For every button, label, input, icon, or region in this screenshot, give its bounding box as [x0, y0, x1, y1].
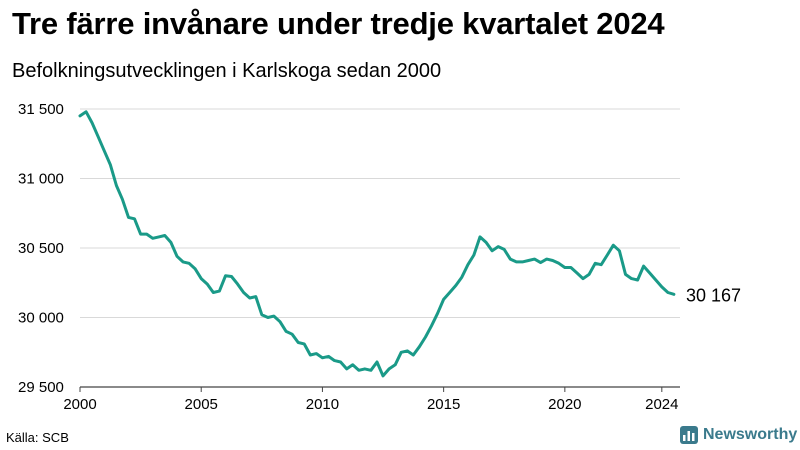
y-tick-label: 31 500: [18, 101, 64, 118]
gridlines: [80, 108, 680, 388]
x-tick-label: 2010: [306, 396, 339, 413]
y-tick-label: 30 000: [18, 310, 64, 327]
y-tick-label: 29 500: [18, 379, 64, 396]
y-tick-label: 31 000: [18, 171, 64, 188]
brand-logo[interactable]: Newsworthy: [680, 426, 797, 444]
y-tick-label: 30 500: [18, 240, 64, 257]
x-tick-label: 2015: [427, 396, 460, 413]
x-tick-label: 2000: [63, 396, 96, 413]
x-axis: 2000 2005 2010 2015 2020 2024: [63, 387, 679, 413]
end-value-label: 30 167: [686, 285, 741, 305]
chart-title: Tre färre invånare under tredje kvartale…: [12, 6, 665, 41]
annotations: 30 167: [686, 285, 741, 305]
source-note: Källa: SCB: [6, 430, 69, 445]
x-tick-label: 2020: [548, 396, 581, 413]
series-line: [78, 110, 676, 378]
chart-subtitle: Befolkningsutvecklingen i Karlskoga seda…: [12, 60, 442, 82]
series-group: [78, 110, 676, 378]
x-tick-label: 2005: [185, 396, 218, 413]
x-tick-label: 2024: [645, 396, 678, 413]
bar-chart-icon: [680, 426, 698, 444]
brand-name: Newsworthy: [703, 426, 798, 443]
y-axis: 29 500 30 000 30 500 31 000 31 500: [18, 101, 64, 396]
